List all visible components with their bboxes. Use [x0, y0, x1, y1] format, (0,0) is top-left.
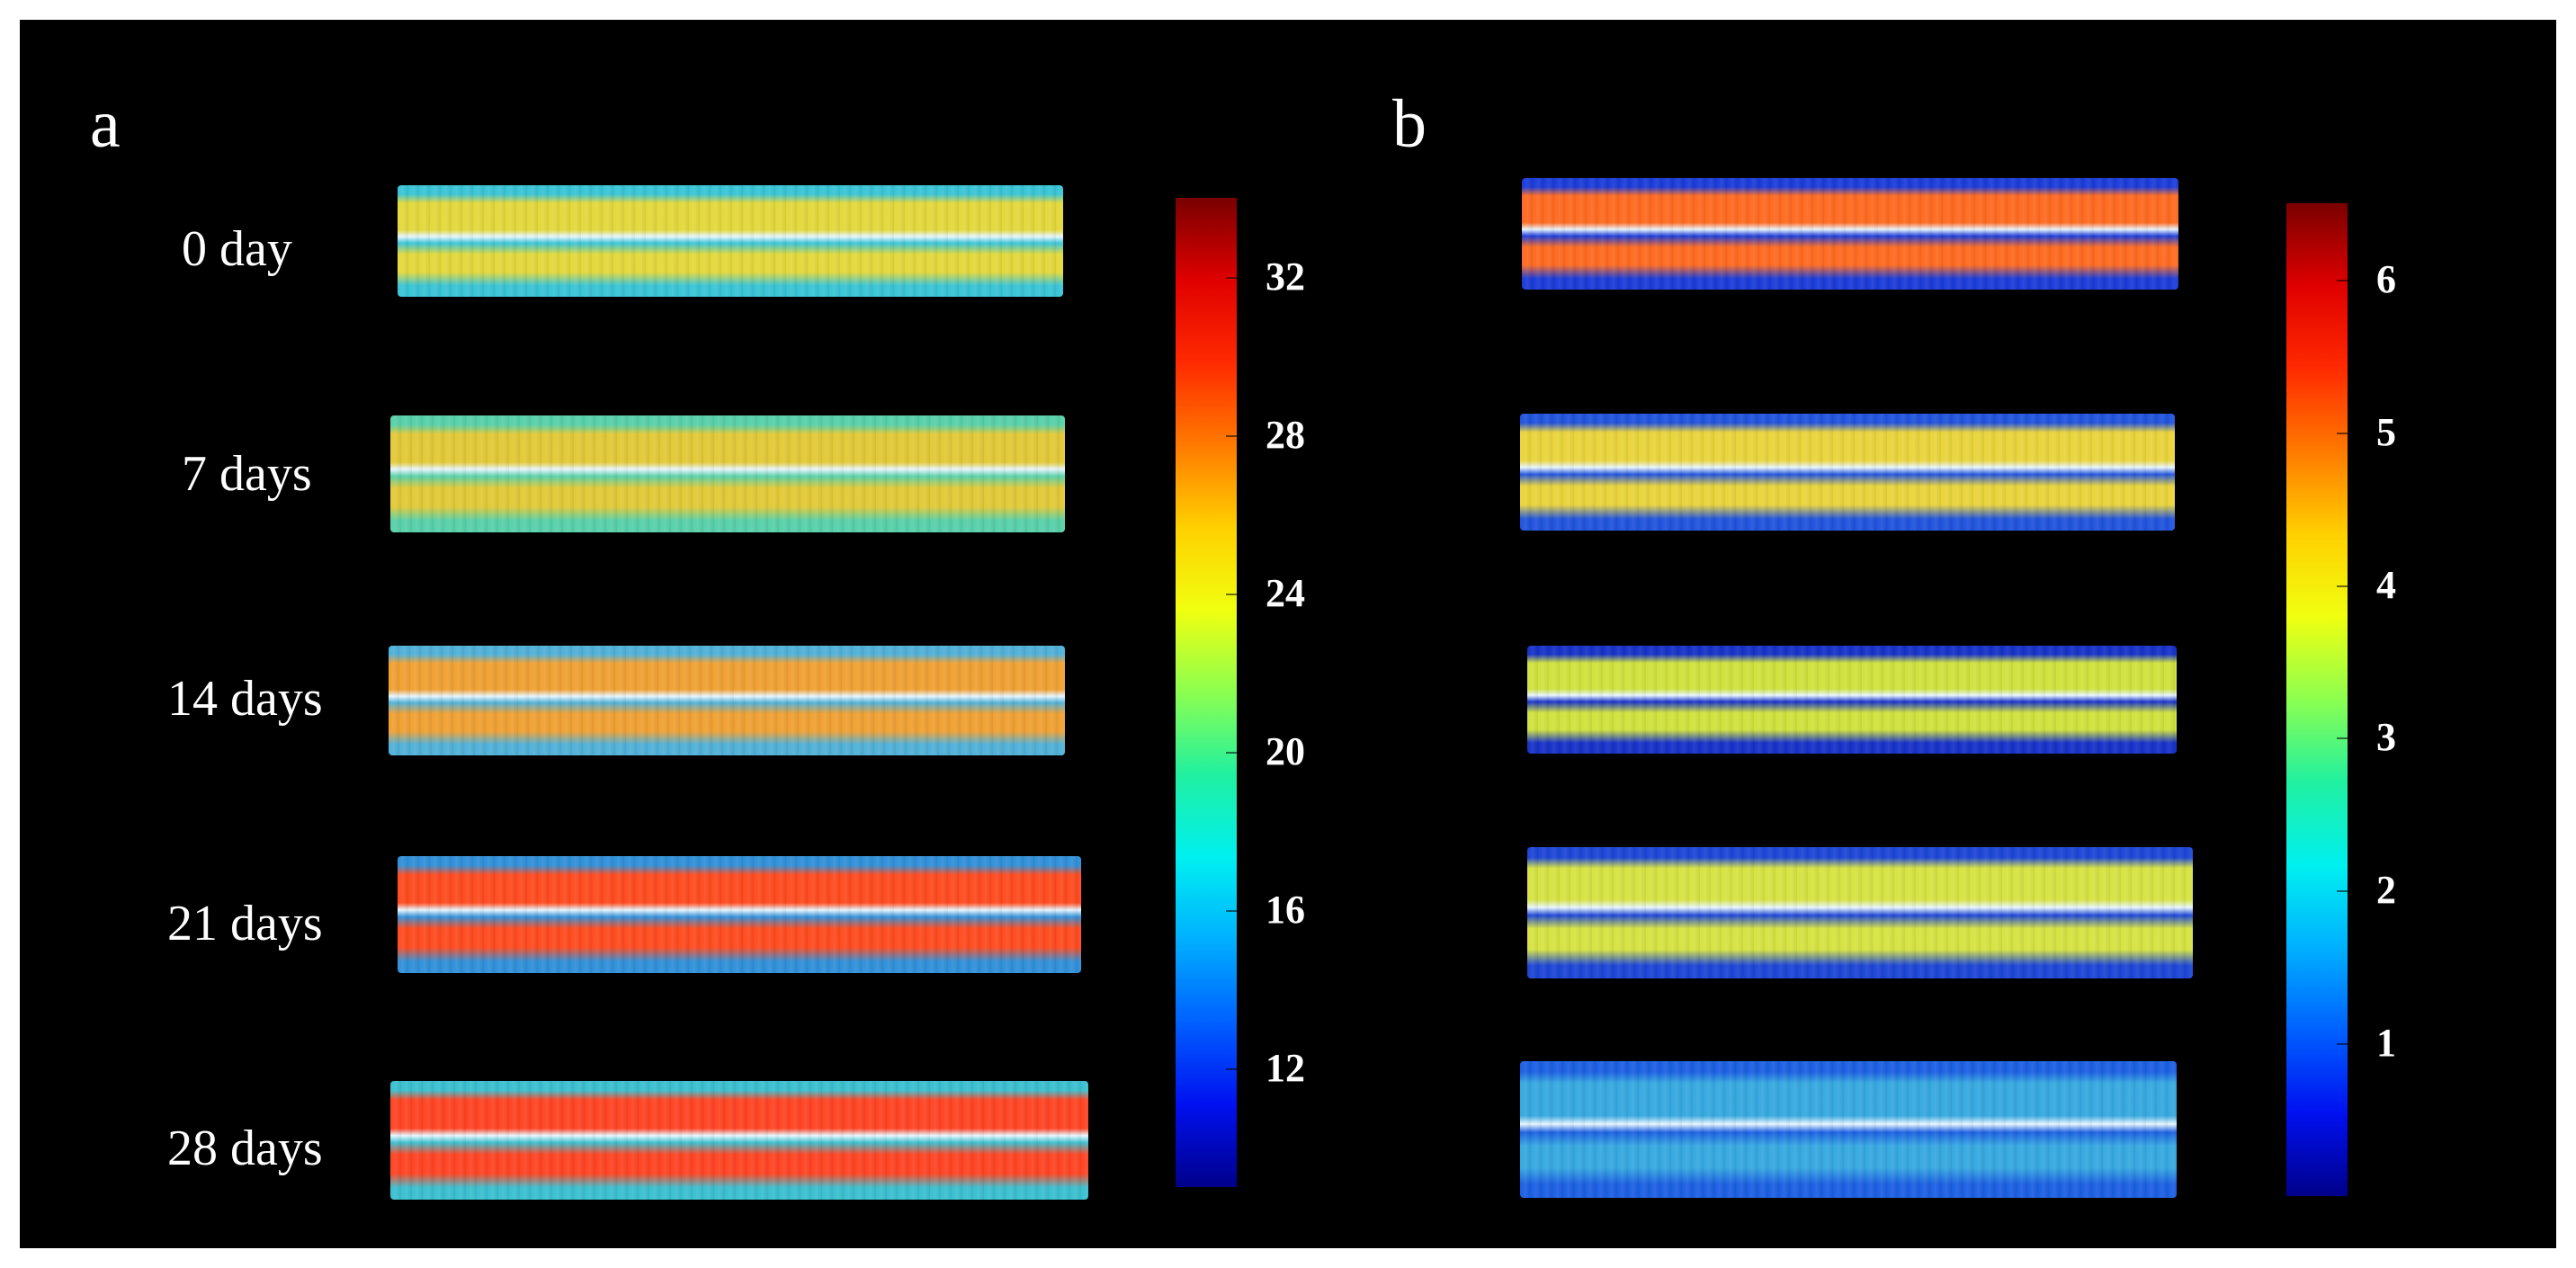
row-label-21-days: 21 days	[167, 896, 323, 951]
colorbar-a-tick-label: 12	[1266, 1046, 1305, 1090]
colorbar-b-tick-mark	[2337, 737, 2348, 740]
colorbar-b-tick-label: 2	[2376, 868, 2396, 913]
colorbar-a-tick-mark	[1226, 435, 1237, 437]
sample-image-b-4	[1520, 1061, 2177, 1198]
sample-image-b-2	[1527, 646, 2177, 754]
panel-b: b 6 5 4 3 2 1	[1342, 20, 2556, 1248]
sample-image-b-1	[1520, 414, 2175, 531]
row-label-7-days: 7 days	[182, 446, 312, 502]
colorbar-a-tick-mark	[1226, 594, 1237, 595]
colorbar-b-tick-label: 5	[2376, 409, 2396, 454]
colorbar-b-tick-label: 1	[2376, 1021, 2396, 1066]
colorbar-b-tick-mark	[2337, 432, 2348, 434]
colorbar-a-tick-mark	[1226, 1068, 1237, 1070]
colorbar-b-tick-label: 3	[2376, 715, 2396, 760]
sample-image-21-days	[398, 856, 1081, 973]
figure-frame: a 0 day 7 days 14 days 21 days 28 days 3…	[20, 20, 2556, 1248]
colorbar-a-tick-mark	[1226, 752, 1237, 754]
colorbar-a-tick-label: 24	[1266, 571, 1305, 615]
colorbar-a	[1176, 198, 1237, 1187]
colorbar-b-tick-mark	[2337, 890, 2348, 893]
colorbar-a-tick-mark	[1226, 910, 1237, 912]
colorbar-b	[2286, 203, 2348, 1196]
colorbar-a-tick-label: 28	[1266, 413, 1305, 457]
sample-image-b-3	[1527, 847, 2193, 978]
colorbar-b-tick-mark	[2337, 279, 2348, 281]
row-label-28-days: 28 days	[167, 1121, 323, 1176]
colorbar-b-tick-mark	[2337, 585, 2348, 587]
sample-image-b-0	[1522, 178, 2178, 290]
sample-image-14-days	[389, 646, 1065, 755]
sample-image-28-days	[390, 1081, 1088, 1200]
sample-image-7-days	[390, 415, 1065, 532]
sample-image-0-day	[398, 185, 1063, 297]
panel-a-letter: a	[90, 86, 121, 162]
colorbar-b-tick-mark	[2337, 1043, 2348, 1046]
panel-a: a 0 day 7 days 14 days 21 days 28 days 3…	[20, 20, 1342, 1248]
colorbar-a-tick-label: 16	[1266, 888, 1305, 932]
row-label-0-day: 0 day	[182, 221, 292, 277]
panel-b-letter: b	[1392, 86, 1427, 162]
colorbar-b-tick-label: 6	[2376, 256, 2396, 301]
colorbar-b-tick-label: 4	[2376, 562, 2396, 607]
colorbar-a-tick-label: 20	[1266, 729, 1305, 773]
colorbar-a-tick-label: 32	[1266, 254, 1305, 299]
colorbar-a-tick-mark	[1226, 277, 1237, 279]
row-label-14-days: 14 days	[167, 671, 323, 727]
